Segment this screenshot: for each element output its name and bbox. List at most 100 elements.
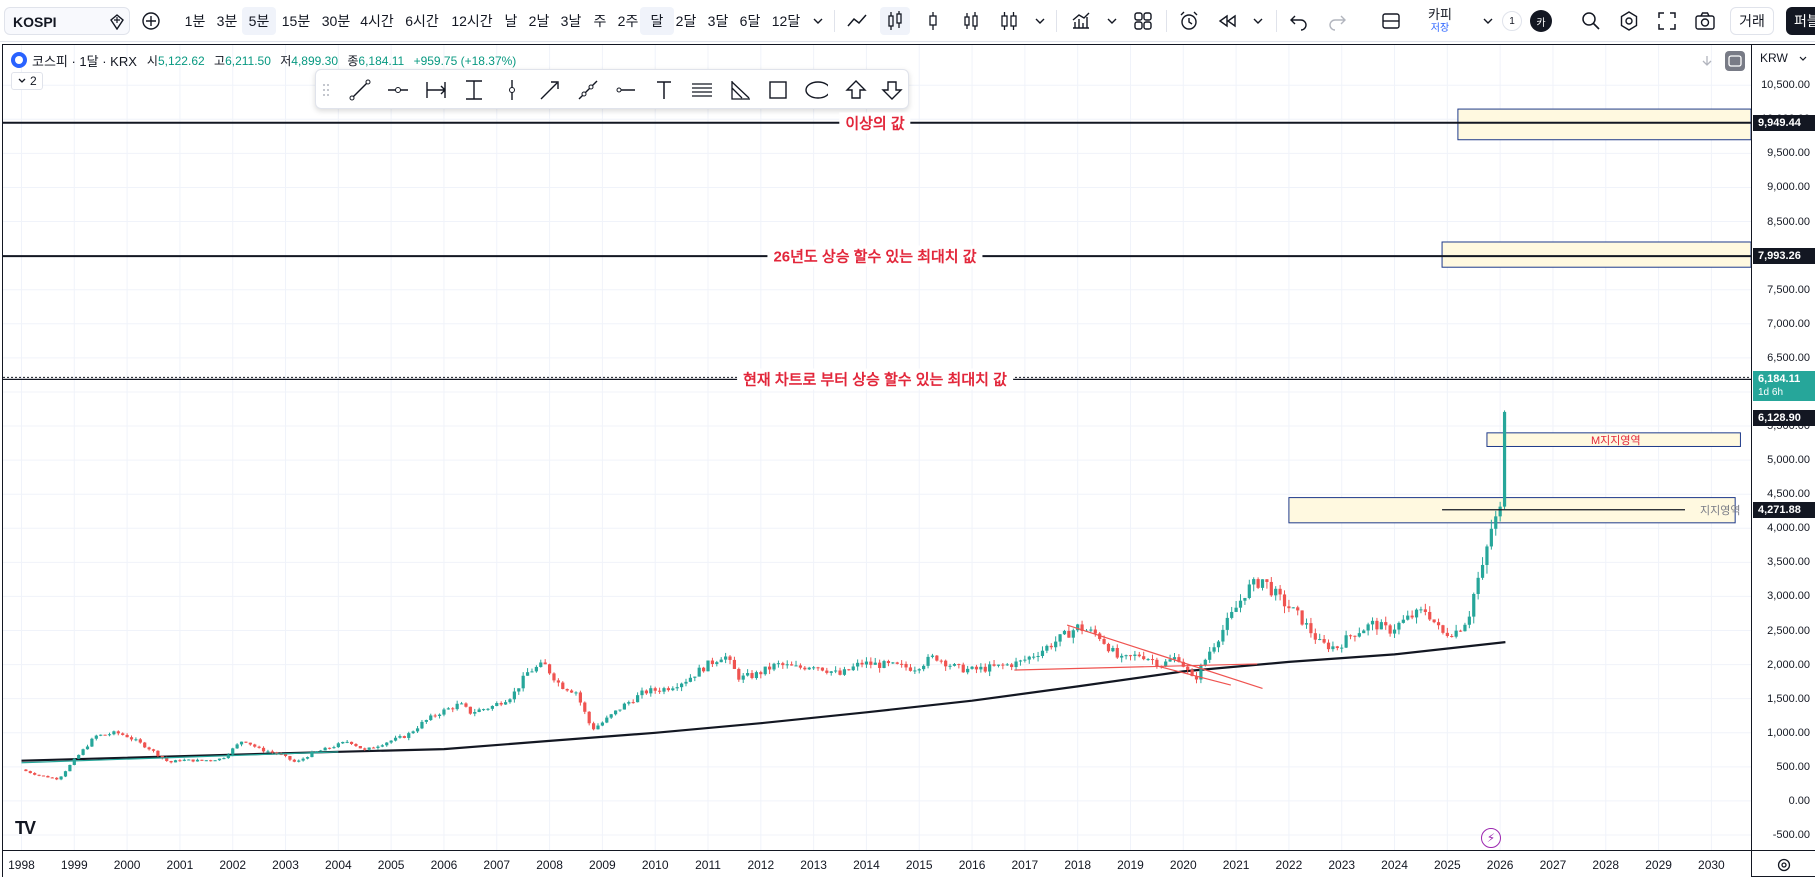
- interval-button[interactable]: 2달: [675, 13, 697, 29]
- save-dropdown[interactable]: [1478, 7, 1498, 35]
- candle-body: [741, 675, 745, 680]
- arrow-down-icon[interactable]: [880, 78, 904, 102]
- legend-title[interactable]: 코스피 · 1달 · KRX: [32, 53, 137, 69]
- candle-body: [24, 769, 28, 772]
- interval-button[interactable]: 6시간: [405, 13, 439, 29]
- drag-handle-icon[interactable]: [320, 78, 344, 102]
- candle-body: [209, 760, 213, 762]
- undo-button[interactable]: [1284, 7, 1314, 35]
- candle-body: [1040, 650, 1045, 656]
- trend-line-icon[interactable]: [348, 78, 372, 102]
- interval-button[interactable]: 3날: [560, 13, 582, 29]
- candle-body: [1133, 654, 1137, 656]
- rectangle-tool-icon[interactable]: [766, 78, 790, 102]
- candle-body: [512, 691, 516, 700]
- fib-fan-icon[interactable]: [728, 78, 752, 102]
- level-label[interactable]: 이상의 값: [839, 112, 911, 134]
- interval-button[interactable]: 4시간: [360, 13, 394, 29]
- interval-button[interactable]: 5분: [242, 7, 276, 35]
- interval-button[interactable]: 달: [640, 7, 674, 35]
- alert-button[interactable]: [1174, 7, 1204, 35]
- parallel-channel-icon[interactable]: [690, 78, 714, 102]
- fullscreen-button[interactable]: [1652, 7, 1682, 35]
- replay-button[interactable]: [1212, 7, 1242, 35]
- candle-body: [407, 733, 411, 738]
- candle-body: [878, 662, 882, 668]
- candle-body: [772, 663, 776, 670]
- redo-button[interactable]: [1322, 7, 1352, 35]
- quick-search-button[interactable]: [1576, 7, 1606, 35]
- date-range-icon[interactable]: [424, 78, 448, 102]
- candle-body: [1344, 635, 1348, 648]
- horizontal-line-icon[interactable]: [614, 78, 638, 102]
- time-scale[interactable]: 1998 1999 2000 2001 2002 2003 2004 2005 2006 2007…: [3, 850, 1751, 877]
- indicators-dropdown[interactable]: [1102, 7, 1122, 35]
- vertical-line-icon[interactable]: [500, 78, 524, 102]
- trade-button[interactable]: 거래: [1730, 7, 1774, 35]
- hollow-candles-button[interactable]: [918, 7, 948, 35]
- candle-body: [1221, 629, 1225, 642]
- replay-dropdown[interactable]: [1248, 7, 1268, 35]
- bar-countdown: 1d 6h: [1758, 387, 1784, 399]
- interval-button[interactable]: 날: [504, 13, 518, 29]
- layouts-button[interactable]: [1128, 7, 1158, 35]
- ray-icon[interactable]: [576, 78, 600, 102]
- tradingview-logo[interactable]: TV: [15, 818, 36, 838]
- interval-button[interactable]: 15분: [281, 13, 311, 29]
- publish-button[interactable]: 퍼블: [1786, 7, 1815, 35]
- interval-dropdown[interactable]: [808, 7, 828, 35]
- price-chart[interactable]: [3, 45, 1751, 850]
- price-scale[interactable]: KRW 10,500.0010,000.009,500.009,000.008,…: [1751, 45, 1815, 850]
- layout-split-button[interactable]: [1376, 7, 1406, 35]
- line-chart-button[interactable]: [842, 7, 872, 35]
- current-price: 6,184.11: [1758, 373, 1801, 386]
- chart-pane[interactable]: 코스피 · 1달 · KRX 시5,122.62 고6,211.50 저4,89…: [3, 45, 1751, 850]
- interval-button[interactable]: 12달: [771, 13, 801, 29]
- avatar[interactable]: 카: [1530, 10, 1552, 32]
- interval-button[interactable]: 12시간: [451, 13, 493, 29]
- currency-label[interactable]: KRW: [1760, 51, 1788, 65]
- horizontal-ray-icon[interactable]: [386, 78, 410, 102]
- zone-label[interactable]: 지지영역: [1700, 505, 1741, 518]
- arrow-marker-icon[interactable]: [538, 78, 562, 102]
- add-to-watchlist-icon[interactable]: [109, 14, 125, 30]
- interval-button[interactable]: 6달: [739, 13, 761, 29]
- settings-button[interactable]: [1614, 7, 1644, 35]
- candle-body: [917, 669, 921, 671]
- price-range-icon[interactable]: [462, 78, 486, 102]
- candle-body: [1388, 625, 1392, 634]
- indicator-collapse-button[interactable]: 2: [11, 72, 43, 90]
- candle-body: [693, 676, 697, 678]
- indicators-button[interactable]: [1066, 7, 1096, 35]
- scale-settings[interactable]: [1751, 850, 1815, 877]
- level-label[interactable]: 현재 차트로 부터 상승 할수 있는 최대치 값: [737, 368, 1013, 390]
- interval-button[interactable]: 2날: [528, 13, 550, 29]
- snapshot-button[interactable]: [1690, 7, 1720, 35]
- interval-button[interactable]: 2주: [617, 13, 639, 29]
- zone-label[interactable]: M지지영역: [1591, 434, 1641, 447]
- drawing-toolbar: [315, 69, 909, 109]
- maximize-pane-button[interactable]: [1725, 51, 1745, 71]
- bars-chart-button[interactable]: [994, 7, 1024, 35]
- interval-button[interactable]: 주: [593, 13, 607, 29]
- arrow-up-icon[interactable]: [844, 78, 868, 102]
- interval-button[interactable]: 3분: [216, 13, 238, 29]
- candle-body: [842, 669, 847, 675]
- compare-symbol-button[interactable]: [138, 7, 164, 35]
- candle-body: [895, 662, 899, 664]
- chart-type-dropdown[interactable]: [1030, 7, 1050, 35]
- scroll-to-bottom-button[interactable]: [1697, 51, 1717, 71]
- lightning-icon[interactable]: ⚡: [1481, 828, 1501, 848]
- level-label[interactable]: 26년도 상승 할수 있는 최대치 값: [767, 245, 983, 267]
- ellipse-tool-icon[interactable]: [804, 78, 828, 102]
- interval-button[interactable]: 30분: [321, 13, 351, 29]
- text-tool-icon[interactable]: [652, 78, 676, 102]
- candle-body: [1401, 619, 1405, 623]
- interval-button[interactable]: 3달: [707, 13, 729, 29]
- interval-button[interactable]: 1분: [184, 13, 206, 29]
- copy-save-button[interactable]: 카피 저장: [1420, 4, 1460, 38]
- notification-badge[interactable]: 1: [1502, 11, 1522, 31]
- symbol-search[interactable]: KOSPI: [4, 7, 130, 35]
- candles-chart-button[interactable]: [880, 7, 910, 35]
- heikin-ashi-button[interactable]: [956, 7, 986, 35]
